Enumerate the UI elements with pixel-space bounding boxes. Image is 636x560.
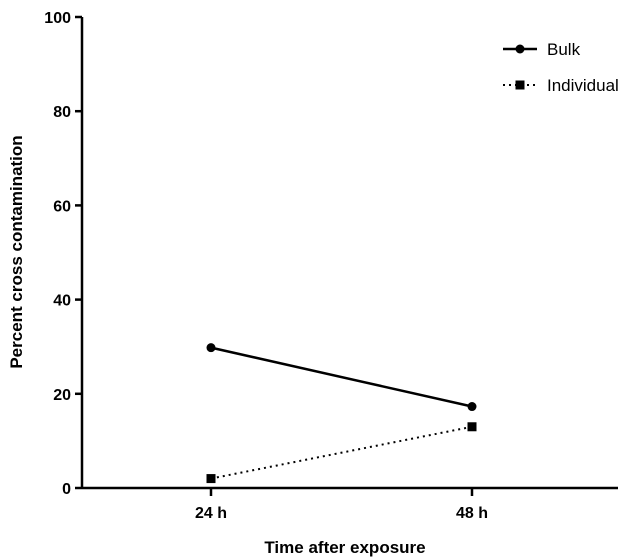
- series-bulk: [206, 343, 477, 412]
- x-tick-label: 48 h: [456, 505, 488, 522]
- data-point: [467, 422, 477, 432]
- y-tick-label: 20: [53, 387, 71, 404]
- y-tick-label: 40: [53, 293, 71, 310]
- x-axis-title: Time after exposure: [264, 538, 425, 557]
- legend-label: Bulk: [547, 40, 581, 59]
- legend: Bulk Individual: [503, 40, 619, 95]
- data-point: [467, 402, 477, 412]
- legend-item-individual: Individual: [503, 76, 619, 95]
- y-axis-title: Percent cross contamination: [7, 135, 26, 368]
- series-layer: [206, 343, 477, 484]
- series-individual: [206, 422, 477, 484]
- series-line: [210, 425, 473, 480]
- legend-marker: [515, 80, 525, 90]
- x-tick-label: 24 h: [195, 505, 227, 522]
- y-tick-label: 60: [53, 198, 71, 215]
- y-tick-label: 0: [62, 481, 71, 498]
- y-tick-label: 100: [44, 10, 71, 27]
- legend-item-bulk: Bulk: [503, 40, 581, 59]
- legend-label: Individual: [547, 76, 619, 95]
- legend-marker: [515, 44, 525, 54]
- x-axis: 24 h 48 h: [82, 486, 618, 522]
- data-point: [206, 474, 216, 484]
- series-line: [210, 346, 473, 408]
- data-point: [206, 343, 216, 353]
- y-axis: 0 20 40 60 80 100: [44, 10, 84, 498]
- y-tick-label: 80: [53, 104, 71, 121]
